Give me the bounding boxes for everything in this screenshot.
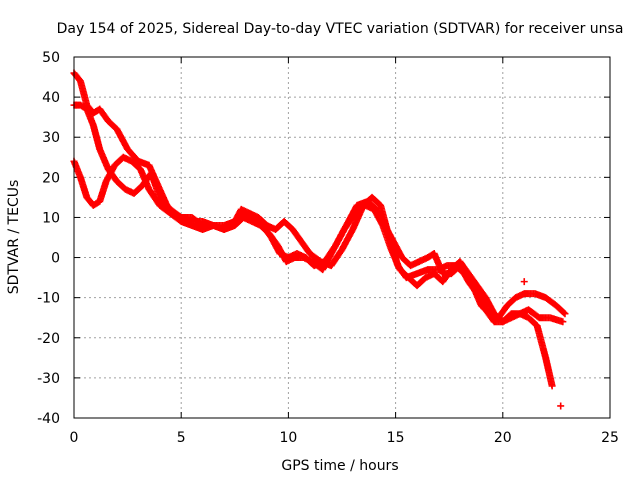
track-a-point	[560, 309, 568, 317]
x-axis-label: GPS time / hours	[281, 458, 398, 474]
x-tick-label: 20	[494, 430, 512, 446]
x-tick-label: 25	[601, 430, 619, 446]
y-tick-label: -10	[37, 291, 60, 307]
track-c-point	[559, 318, 567, 326]
y-tick-label: -30	[37, 371, 60, 387]
y-tick-label: 10	[42, 210, 60, 226]
x-tick-label: 5	[177, 430, 186, 446]
y-tick-label: 0	[51, 251, 60, 267]
y-tick-label: -20	[37, 331, 60, 347]
y-tick-label: 50	[42, 50, 60, 66]
isolated-point	[557, 402, 565, 410]
x-tick-label: 10	[279, 430, 297, 446]
chart-title: Day 154 of 2025, Sidereal Day-to-day VTE…	[57, 21, 624, 37]
y-axis-label: SDTVAR / TECUs	[6, 180, 22, 295]
y-tick-label: 20	[42, 170, 60, 186]
data-points	[70, 69, 569, 410]
plot-frame	[73, 56, 611, 419]
y-tick-label: -40	[37, 411, 60, 427]
x-tick-label: 0	[70, 430, 79, 446]
y-tick-label: 30	[42, 130, 60, 146]
tick-labels: 0 5 10 15 20 25 -40 -30 -20 -10 0 10 20 30 40 50	[37, 50, 619, 446]
track-b-point	[548, 382, 556, 390]
y-tick-label: 40	[42, 90, 60, 106]
track-a-point	[561, 310, 569, 318]
isolated-point	[520, 278, 528, 286]
x-tick-label: 15	[387, 430, 405, 446]
